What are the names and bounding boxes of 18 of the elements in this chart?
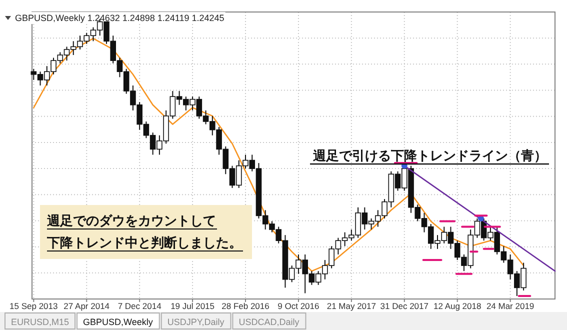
x-tick-label: 19 Jul 2015: [170, 301, 215, 311]
x-tick-label: 28 Feb 2016: [222, 301, 270, 311]
x-tick-label: 9 Oct 2016: [278, 301, 320, 311]
x-tick-label: 7 Dec 2014: [118, 301, 162, 311]
annotation: 週足でのダウをカウントして: [46, 213, 216, 228]
text: USDJPY,Daily: [167, 317, 225, 327]
text: GBPUSD,Weekly: [83, 317, 154, 327]
x-tick-label: 24 Mar 2019: [486, 301, 534, 311]
x-tick-label: 12 Aug 2018: [433, 301, 482, 311]
x-tick-label: 15 Sep 2013: [10, 301, 58, 311]
chart-title: GBPUSD,Weekly 1.24632 1.24898 1.24119 1.24245: [15, 13, 224, 23]
x-tick-label: 31 Dec 2017: [380, 301, 429, 311]
annotation: 下降トレンド中と判断しました。: [46, 235, 242, 250]
text: USDCAD,Daily: [238, 317, 300, 327]
annotation: 週足で引ける下降トレンドライン（青）: [312, 148, 547, 163]
text: EURUSD,M15: [11, 317, 70, 327]
x-tick-label: 27 Apr 2014: [64, 301, 110, 311]
x-tick-label: 21 May 2017: [326, 301, 376, 311]
